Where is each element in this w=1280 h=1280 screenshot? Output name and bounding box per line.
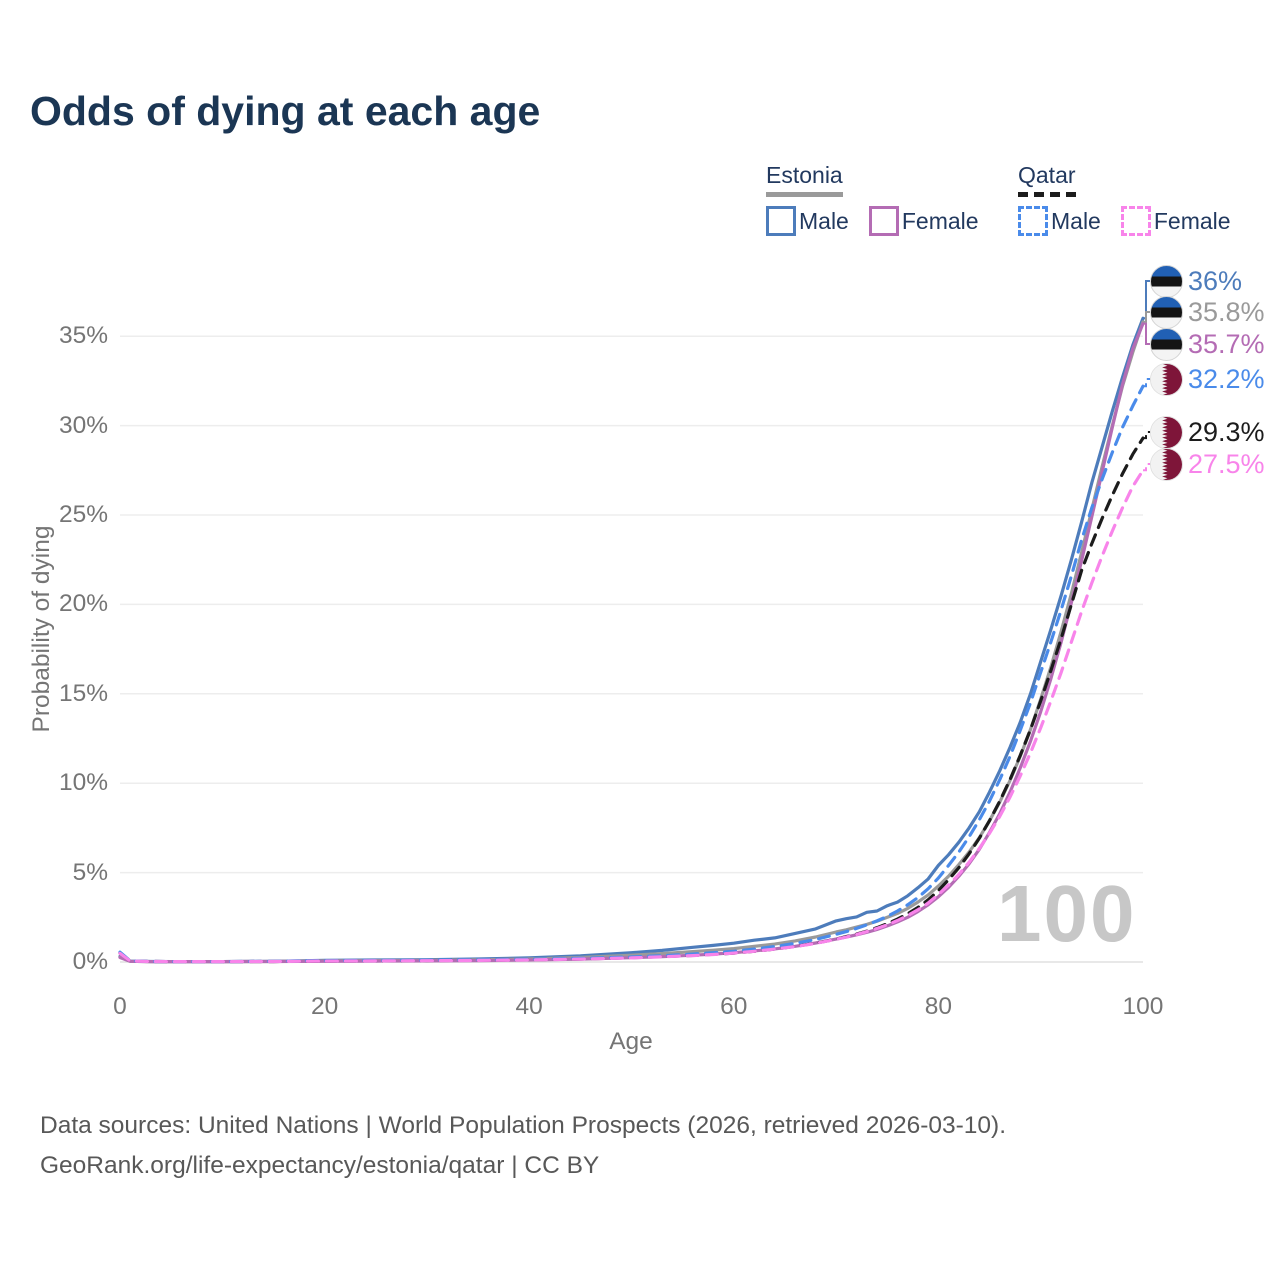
- end-label-estonia-male: 36%: [1150, 264, 1242, 298]
- y-tick-label-25%: 25%: [58, 500, 108, 528]
- legend-country-estonia: Estonia: [766, 162, 843, 197]
- legend-items-estonia: Male Female: [766, 206, 979, 236]
- line-qatar-female[interactable]: [118, 468, 1145, 964]
- x-tick-label-60: 60: [720, 993, 748, 1020]
- estonia-female-label: Female: [901, 207, 979, 234]
- legend-group-qatar: Qatar Male Female: [1018, 162, 1231, 236]
- y-tick-label-10%: 10%: [58, 769, 108, 797]
- end-label-connector-estonia-total: [1143, 311, 1150, 323]
- y-tick-label-0%: 0%: [72, 948, 108, 975]
- age-watermark: 100: [997, 869, 1137, 958]
- x-tick-label-0: 0: [113, 993, 127, 1020]
- y-tick-label-35%: 35%: [58, 322, 108, 350]
- line-qatar-total[interactable]: [118, 436, 1145, 964]
- end-label-connector-qatar-male: [1143, 378, 1150, 388]
- end-label-connector-qatar-total: [1143, 431, 1150, 440]
- x-tick-label-100: 100: [1122, 993, 1164, 1020]
- legend-item-estonia-female[interactable]: Female: [868, 206, 979, 236]
- estonia-male-checkbox[interactable]: [766, 206, 796, 236]
- qatar-female-checkbox[interactable]: [1120, 206, 1151, 236]
- line-estonia-female[interactable]: [118, 322, 1145, 964]
- chart-title: Odds of dying at each age: [30, 88, 541, 134]
- end-label-qatar-male: 32.2%: [1150, 362, 1265, 396]
- legend-item-qatar-male[interactable]: Male: [1018, 206, 1101, 236]
- y-axis-title: Probability of dying: [28, 525, 55, 733]
- y-tick-label-20%: 20%: [58, 590, 108, 618]
- x-tick-label-80: 80: [924, 993, 953, 1020]
- end-label-estonia-female: 35.7%: [1150, 327, 1265, 361]
- y-tick-label-5%: 5%: [72, 858, 108, 886]
- legend-group-estonia: Estonia Male Female: [766, 162, 979, 236]
- estonia-flag-icon: [1150, 327, 1183, 361]
- legend-item-qatar-female[interactable]: Female: [1120, 206, 1231, 236]
- end-label-qatar-total: 29.3%: [1150, 415, 1265, 449]
- footer-data-sources: Data sources: United Nations | World Pop…: [40, 1112, 1007, 1139]
- y-tick-label-30%: 30%: [58, 411, 108, 439]
- legend-item-estonia-male[interactable]: Male: [766, 206, 849, 236]
- end-label-value-qatar-female: 27.5%: [1188, 449, 1265, 479]
- x-axis-title: Age: [609, 1028, 653, 1055]
- end-label-value-estonia-total: 35.8%: [1188, 297, 1265, 327]
- estonia-flag-icon: [1150, 295, 1183, 329]
- x-tick-label-20: 20: [310, 993, 339, 1020]
- qatar-flag-icon: [1150, 447, 1183, 481]
- estonia-male-label: Male: [799, 207, 849, 234]
- y-tick-label-15%: 15%: [58, 679, 108, 707]
- x-tick-label-40: 40: [515, 993, 543, 1020]
- qatar-male-checkbox[interactable]: [1018, 206, 1048, 236]
- end-label-connector-estonia-male: [1143, 280, 1150, 320]
- end-label-estonia-total: 35.8%: [1150, 295, 1265, 329]
- end-label-qatar-female: 27.5%: [1150, 447, 1265, 481]
- end-label-connector-estonia-female: [1143, 322, 1150, 345]
- end-label-connector-qatar-female: [1143, 463, 1150, 472]
- qatar-flag-icon: [1150, 362, 1183, 396]
- legend-country-qatar: Qatar: [1018, 162, 1076, 197]
- footer: Data sources: United Nations | World Pop…: [40, 1106, 1006, 1186]
- line-estonia-total[interactable]: [118, 320, 1145, 964]
- legend-items-qatar: Male Female: [1018, 206, 1231, 236]
- estonia-flag-icon: [1150, 264, 1183, 298]
- end-label-value-estonia-female: 35.7%: [1188, 329, 1265, 359]
- qatar-female-label: Female: [1153, 207, 1231, 234]
- qatar-flag-icon: [1150, 415, 1183, 449]
- end-label-value-qatar-male: 32.2%: [1188, 364, 1265, 394]
- end-label-value-estonia-male: 36%: [1188, 266, 1243, 296]
- line-qatar-male[interactable]: [118, 384, 1145, 964]
- qatar-male-label: Male: [1051, 207, 1101, 234]
- footer-attribution: GeoRank.org/life-expectancy/estonia/qata…: [40, 1152, 600, 1179]
- estonia-female-checkbox[interactable]: [868, 206, 899, 236]
- end-label-value-qatar-total: 29.3%: [1188, 417, 1265, 447]
- line-estonia-male[interactable]: [118, 316, 1145, 964]
